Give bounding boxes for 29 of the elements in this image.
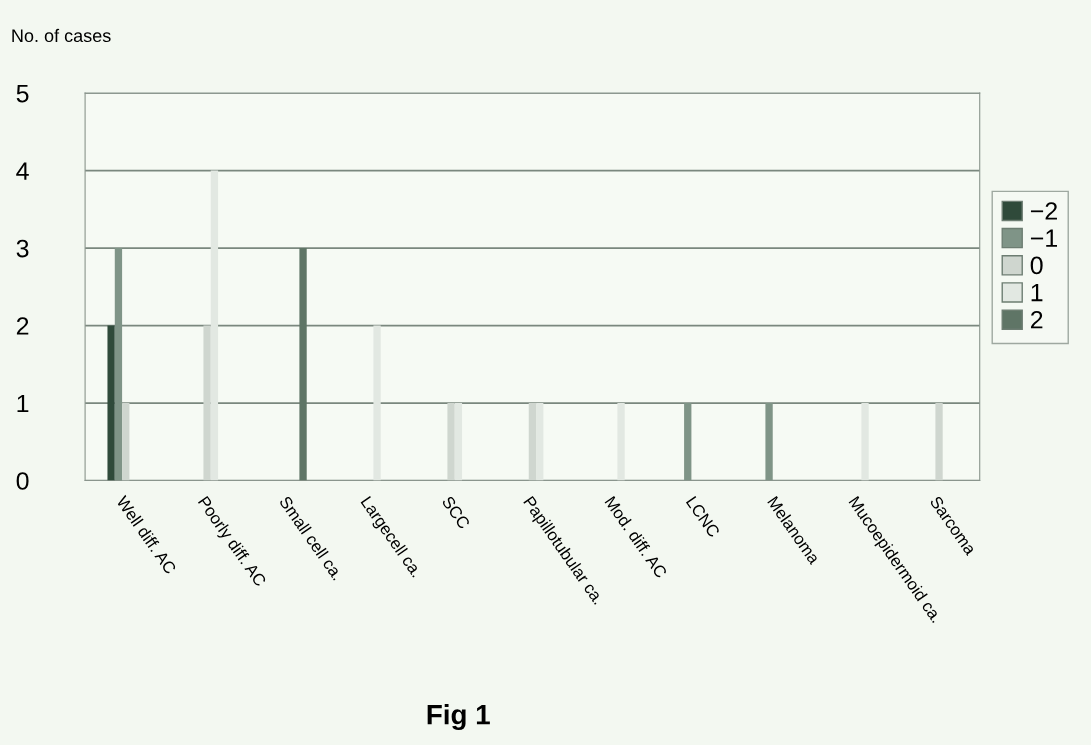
bar [861,403,869,481]
legend-label: 2 [1030,310,1043,329]
bar [114,248,123,481]
bar [210,170,219,481]
legend-label: −1 [1030,229,1057,247]
caption: Fig 1 [427,704,490,731]
bar [454,403,463,481]
y-tick-label: 4 [16,162,29,180]
bar [617,403,625,481]
legend-label: 1 [1031,283,1043,302]
bar [373,325,381,481]
y-tick-label: 5 [16,84,29,103]
y-axis-title: No. of cases [12,28,111,43]
bar [536,403,544,481]
bar [765,403,773,481]
bar [299,248,307,481]
y-tick-label: 1 [17,394,29,413]
y-tick-label: 2 [16,317,29,335]
legend-label: 0 [1030,256,1043,275]
bar [447,403,455,481]
bar [935,403,943,481]
y-tick-label: 3 [16,239,29,258]
bar [107,325,115,481]
bar [122,403,130,481]
bar [528,403,537,481]
bar [684,403,692,481]
y-tick-label: 0 [16,472,29,490]
legend-label: −2 [1030,202,1057,220]
bar [203,325,211,481]
